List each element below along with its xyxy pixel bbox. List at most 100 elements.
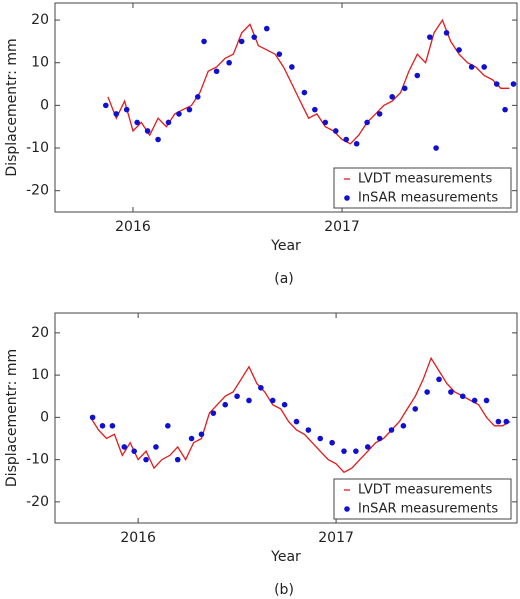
insar-point <box>312 106 318 113</box>
insar-point <box>263 25 270 32</box>
caption: (a) <box>274 271 294 287</box>
x-tick-label: 2016 <box>120 530 156 546</box>
insar-point <box>502 106 508 113</box>
insar-point <box>503 418 510 425</box>
insar-point <box>155 136 161 143</box>
y-tick-label: 20 <box>31 12 49 28</box>
insar-point <box>89 414 96 421</box>
insar-point <box>376 435 383 442</box>
insar-point <box>433 145 439 151</box>
x-tick-label: 2017 <box>318 530 354 546</box>
insar-point <box>289 64 295 70</box>
insar-point <box>443 30 450 36</box>
insar-point <box>389 94 395 100</box>
y-tick-label: 10 <box>31 367 49 383</box>
y-axis-label: Displacementr: mm <box>4 38 20 176</box>
legend-box <box>333 167 512 209</box>
plot-frame <box>54 2 518 213</box>
insar-point <box>176 111 182 117</box>
insar-point <box>102 102 109 109</box>
insar-point <box>353 448 359 454</box>
insar-point <box>456 47 462 53</box>
insar-point <box>131 448 137 454</box>
insar-point <box>493 81 500 87</box>
plot-frame <box>54 312 518 524</box>
insar-point <box>353 140 360 147</box>
insar-point <box>165 119 172 126</box>
insar-point <box>510 81 517 87</box>
insar-point <box>401 85 408 92</box>
insar-point <box>343 136 350 143</box>
insar-point <box>276 51 283 57</box>
insar-point <box>226 59 232 66</box>
legend-label: LVDT measurements <box>358 172 492 187</box>
legend-label: LVDT measurements <box>358 483 492 498</box>
insar-point <box>234 393 240 400</box>
insar-point <box>213 68 220 75</box>
insar-point <box>448 389 454 395</box>
insar-point <box>198 431 205 438</box>
y-tick-label: 10 <box>31 55 49 71</box>
insar-point <box>194 94 201 100</box>
y-tick-label: 0 <box>40 97 49 113</box>
insar-point <box>143 456 149 463</box>
insar-point <box>258 384 264 391</box>
insar-point <box>186 106 193 113</box>
insar-point <box>293 418 300 425</box>
insar-point <box>471 397 478 404</box>
insar-point <box>424 389 430 395</box>
y-tick-label: -20 <box>26 494 49 510</box>
insar-point <box>329 439 335 446</box>
legend-label: InSAR measurements <box>358 502 498 517</box>
legend-swatch <box>344 506 350 512</box>
y-axis-label: Displacementr: mm <box>4 349 20 487</box>
insar-point <box>388 427 395 433</box>
insar-point <box>121 444 128 450</box>
insar-point <box>412 406 419 412</box>
insar-point <box>188 435 195 442</box>
insar-point <box>99 423 106 429</box>
insar-point <box>301 89 308 96</box>
insar-point <box>113 111 120 117</box>
insar-point <box>322 119 329 126</box>
y-tick-label: 20 <box>31 325 49 341</box>
insar-point <box>468 64 475 70</box>
legend-label: InSAR measurements <box>358 191 498 206</box>
insar-point <box>364 119 370 126</box>
insar-point <box>317 435 324 442</box>
insar-point <box>459 393 466 400</box>
insar-point <box>109 423 116 429</box>
y-tick-label: -10 <box>26 140 49 156</box>
lvdt-line <box>90 356 511 474</box>
legend-box <box>333 478 512 520</box>
insar-point <box>246 397 252 404</box>
insar-point <box>269 397 276 404</box>
insar-point <box>174 456 181 463</box>
insar-point <box>201 38 207 45</box>
insar-point <box>495 418 502 425</box>
x-tick-label: 2017 <box>324 219 360 235</box>
insar-point <box>153 444 159 450</box>
insar-point <box>427 34 433 40</box>
insar-point <box>341 448 347 454</box>
insar-point <box>481 64 487 70</box>
insar-point <box>332 128 339 134</box>
insar-point <box>436 376 442 383</box>
insar-point <box>165 423 171 429</box>
x-tick-label: 2016 <box>115 219 151 235</box>
lvdt-line <box>107 18 510 145</box>
insar-point <box>364 444 371 450</box>
insar-point <box>134 119 140 126</box>
insar-point <box>305 427 312 433</box>
legend-swatch <box>344 195 350 201</box>
x-axis-label: Year <box>270 549 301 565</box>
insar-point <box>210 410 217 416</box>
insar-point <box>400 423 407 429</box>
insar-point <box>376 111 383 117</box>
insar-point <box>251 34 258 40</box>
y-tick-label: -20 <box>26 183 49 199</box>
y-tick-label: 0 <box>40 409 49 425</box>
insar-point <box>144 128 151 134</box>
insar-point <box>123 106 130 113</box>
